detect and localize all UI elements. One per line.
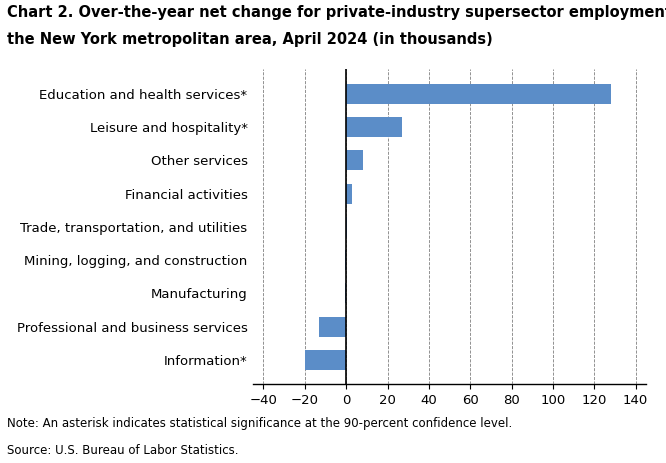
Bar	[305, 350, 346, 370]
Bar	[346, 117, 402, 137]
Bar	[346, 150, 363, 170]
Bar	[319, 317, 346, 337]
Bar	[346, 217, 347, 237]
Bar	[346, 84, 611, 104]
Bar	[346, 184, 352, 204]
Bar	[345, 283, 346, 303]
Text: Source: U.S. Bureau of Labor Statistics.: Source: U.S. Bureau of Labor Statistics.	[7, 444, 238, 457]
Text: Chart 2. Over-the-year net change for private-industry supersector employment in: Chart 2. Over-the-year net change for pr…	[7, 5, 666, 19]
Text: the New York metropolitan area, April 2024 (in thousands): the New York metropolitan area, April 20…	[7, 32, 492, 47]
Text: Note: An asterisk indicates statistical significance at the 90-percent confidenc: Note: An asterisk indicates statistical …	[7, 417, 512, 430]
Bar	[345, 250, 346, 270]
